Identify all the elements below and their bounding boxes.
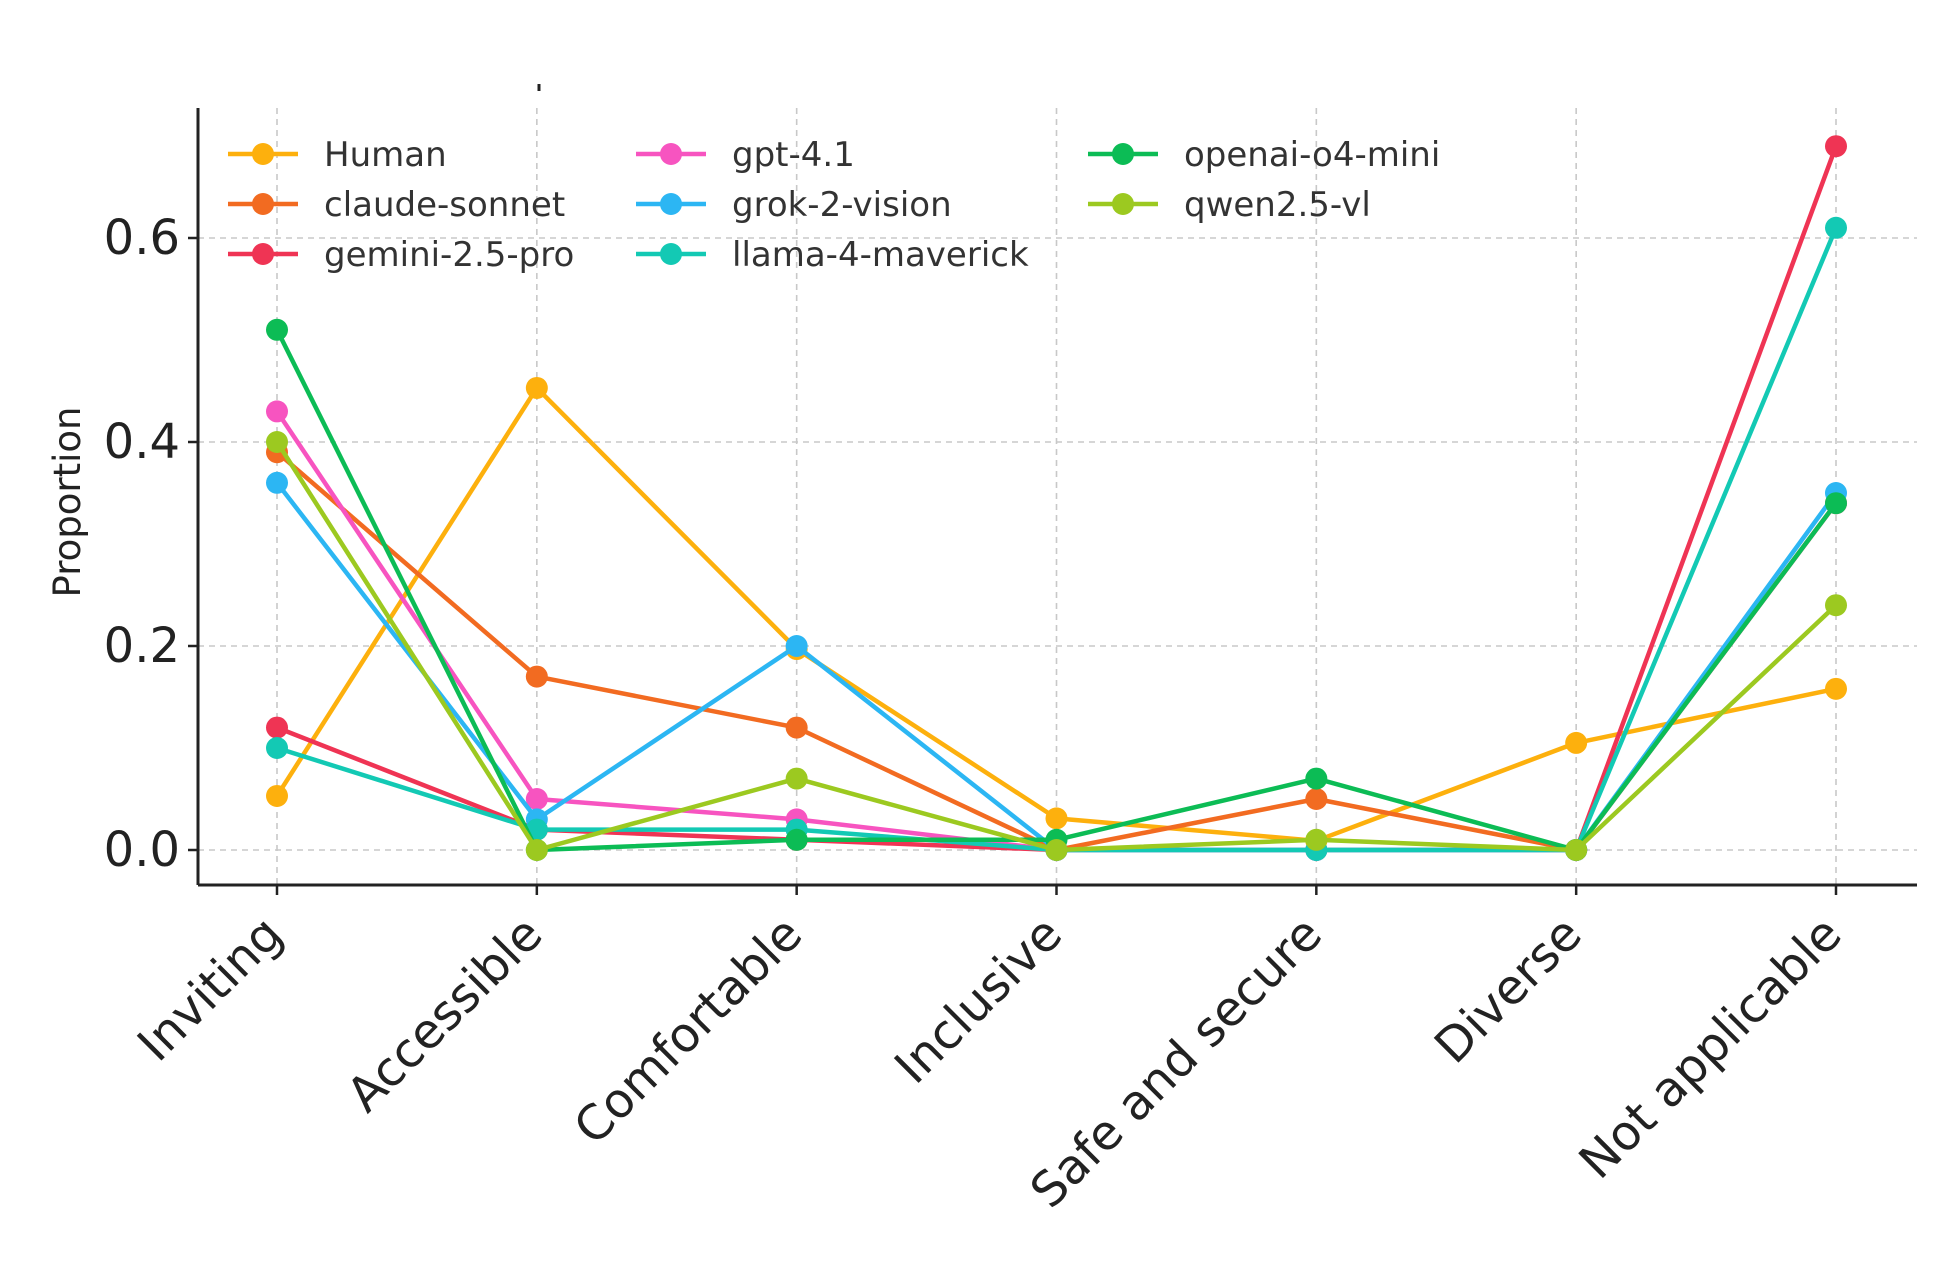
legend-entry: llama-4-maverick (636, 235, 1029, 275)
legend-label: grok-2-vision (732, 185, 952, 225)
data-point (1565, 731, 1588, 754)
legend-entry: gpt-4.1 (636, 135, 855, 175)
x-tick-label: Diverse (1424, 906, 1593, 1075)
legend-entry: gemini-2.5-pro (228, 235, 574, 275)
legend-entry: Human (228, 135, 447, 175)
data-point (525, 839, 548, 861)
y-tick-label: 0.0 (104, 822, 180, 878)
data-point (525, 788, 548, 810)
y-tick-label: 0.2 (104, 618, 180, 674)
legend-label: llama-4-maverick (732, 235, 1029, 275)
legend-entry: openai-o4-mini (1088, 135, 1440, 175)
legend-entry: claude-sonnet (228, 185, 565, 225)
legend-label: gemini-2.5-pro (324, 235, 574, 275)
legend-marker (660, 193, 682, 215)
data-point (266, 737, 288, 759)
x-tick-label: Accessible (336, 906, 553, 1123)
y-tick-label: 0.4 (104, 414, 180, 470)
data-point (1825, 677, 1847, 700)
legend-label: claude-sonnet (324, 185, 565, 225)
data-point (1825, 594, 1847, 617)
legend-marker (660, 243, 682, 265)
x-tick-label: Comfortable (563, 906, 813, 1156)
data-point (1825, 492, 1847, 515)
data-point (1045, 839, 1068, 861)
y-tick-label: 0.6 (104, 210, 180, 266)
data-point (1825, 216, 1847, 239)
x-tick-label: Not applicable (1569, 906, 1853, 1190)
series-qwen2-5-vl (266, 431, 1847, 861)
legend-label: openai-o4-mini (1184, 135, 1440, 175)
legend-label: Human (324, 135, 447, 175)
data-point (785, 828, 808, 851)
legend-marker (660, 143, 682, 165)
data-point (1565, 839, 1588, 861)
data-point (785, 635, 808, 657)
data-point (525, 376, 548, 399)
data-point (525, 665, 548, 688)
legend-entry: grok-2-vision (636, 185, 952, 225)
legend-marker (1112, 143, 1134, 165)
legend-label: qwen2.5-vl (1184, 185, 1371, 225)
data-point (266, 784, 288, 807)
legend: Human claude-sonnet gemini-2.5-pro gpt-4.1 g… (228, 135, 1440, 275)
legend-marker (252, 193, 274, 215)
series-layer (266, 135, 1847, 861)
data-point (266, 431, 288, 453)
x-tick-label: Inviting (127, 906, 293, 1072)
data-point (266, 716, 288, 739)
legend-marker (1112, 193, 1134, 215)
legend-entry: qwen2.5-vl (1088, 185, 1371, 225)
data-point (266, 318, 288, 341)
data-point (1305, 767, 1328, 790)
data-point (1305, 788, 1328, 810)
data-point (785, 716, 808, 739)
y-axis-label: Proportion (46, 407, 89, 598)
data-point (266, 400, 288, 423)
x-tick-label: Safe and secure (1020, 906, 1333, 1219)
legend-marker (252, 243, 274, 265)
legend-marker (252, 143, 274, 165)
data-point (785, 767, 808, 790)
data-point (266, 471, 288, 494)
x-tick-label: Inclusive (884, 906, 1073, 1095)
data-point (1305, 828, 1328, 851)
legend-label: gpt-4.1 (732, 135, 855, 175)
data-point (1825, 135, 1847, 158)
data-point (1045, 807, 1068, 830)
ticks: Inviting Accessible Comfortable InclusiveSa… (104, 210, 1853, 1219)
